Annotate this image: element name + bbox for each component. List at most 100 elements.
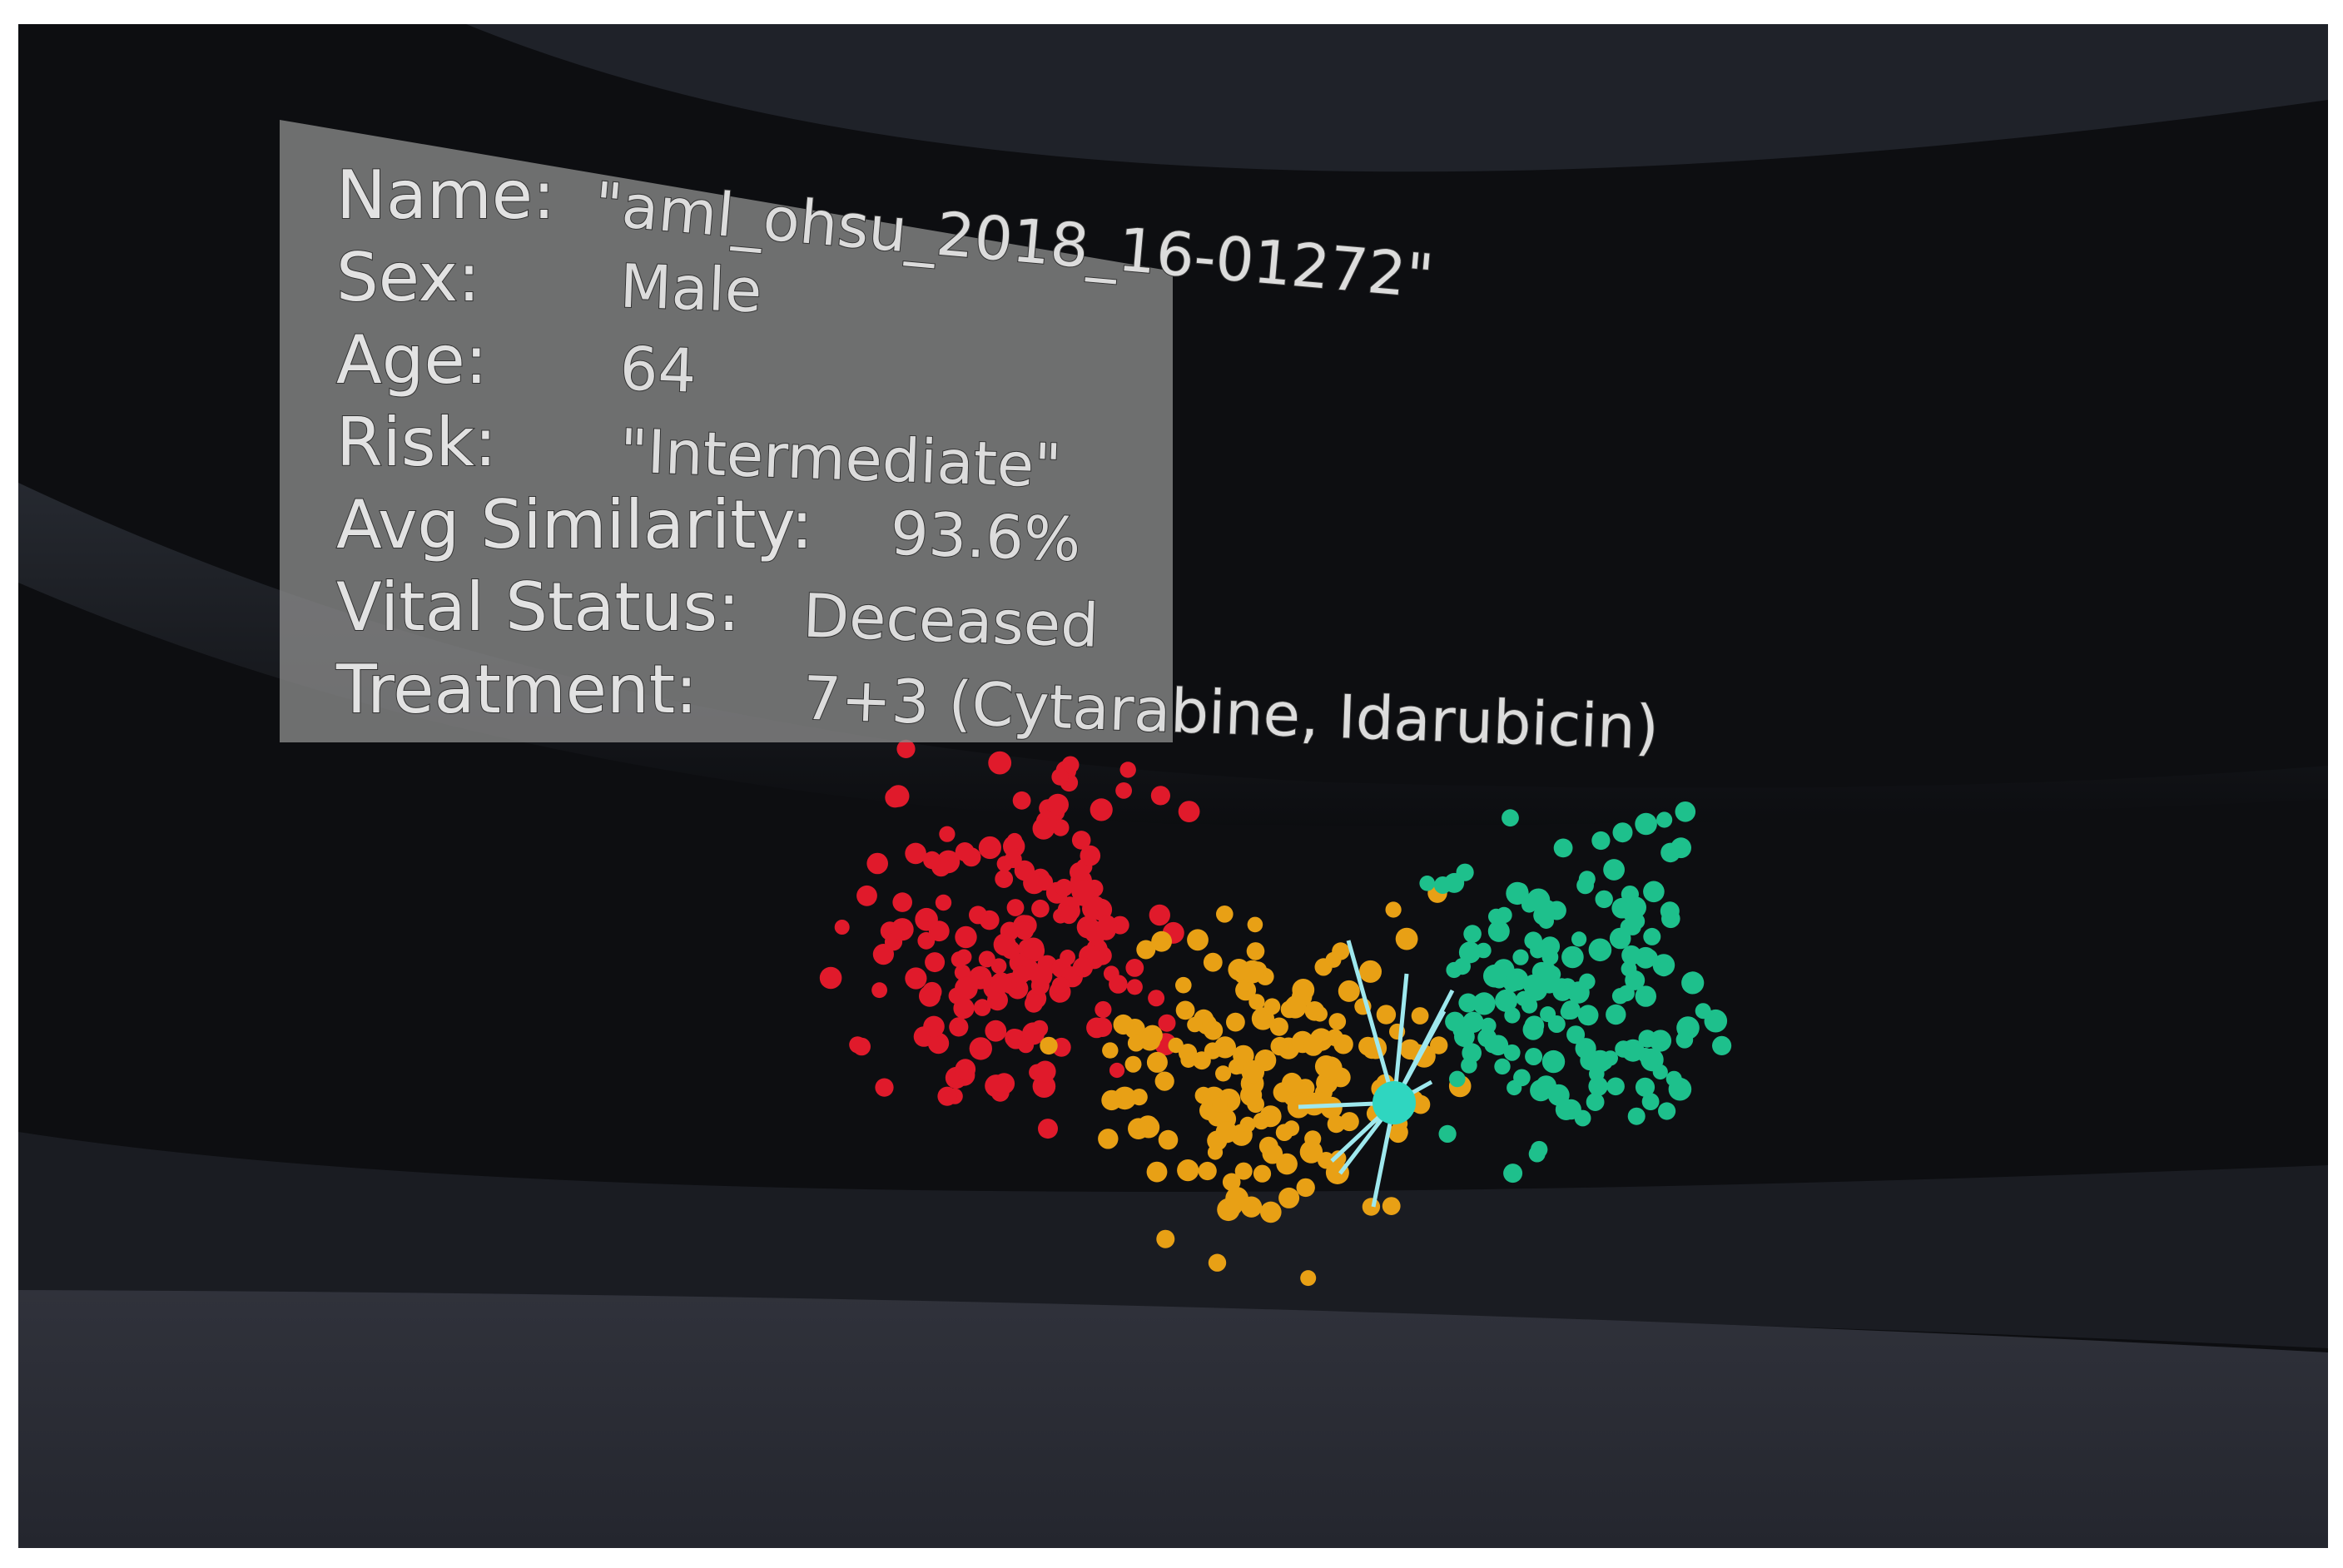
point [1446, 961, 1462, 979]
point [949, 1017, 969, 1037]
point [1270, 1036, 1289, 1056]
point [995, 870, 1014, 888]
point [923, 851, 941, 870]
point [1506, 968, 1529, 991]
point [955, 925, 977, 949]
point [1150, 786, 1170, 806]
point [1395, 927, 1418, 950]
point [1681, 971, 1705, 995]
point [1553, 838, 1573, 858]
point [955, 1059, 976, 1079]
point [1055, 878, 1074, 897]
point [1128, 1118, 1149, 1139]
point [1051, 768, 1069, 786]
point [1299, 1140, 1323, 1164]
point [1454, 1026, 1475, 1047]
point [1240, 1084, 1263, 1106]
point [923, 1015, 945, 1038]
point [1296, 1178, 1315, 1198]
point [1072, 957, 1094, 978]
point [1168, 1037, 1184, 1054]
point [1449, 1070, 1466, 1088]
point [1328, 1013, 1347, 1030]
point [1102, 1042, 1119, 1059]
point [1178, 801, 1200, 822]
point [1576, 876, 1594, 895]
point [1314, 1055, 1338, 1078]
point [917, 931, 936, 950]
point [891, 918, 914, 941]
point [1246, 942, 1265, 960]
point [1263, 998, 1281, 1015]
point [1503, 1044, 1521, 1061]
point [925, 952, 946, 973]
info-panel [280, 120, 1173, 742]
point [1561, 1000, 1581, 1020]
point [1547, 1084, 1570, 1106]
point [978, 950, 995, 968]
point [1487, 920, 1510, 942]
point [1158, 1129, 1179, 1150]
point [1101, 1089, 1122, 1111]
point [1071, 880, 1095, 903]
point [1276, 1153, 1298, 1175]
point [953, 997, 975, 1020]
point [1180, 1052, 1197, 1068]
point [849, 1036, 866, 1054]
point [1611, 988, 1629, 1005]
point [1503, 1164, 1523, 1183]
point [1621, 1039, 1645, 1062]
point [1119, 762, 1136, 778]
point [1588, 1076, 1608, 1096]
point [1552, 978, 1571, 995]
point [1419, 876, 1435, 891]
point [1215, 1065, 1232, 1082]
point [1095, 1000, 1112, 1019]
point [1525, 1048, 1543, 1065]
point [1444, 872, 1465, 893]
point [1382, 1197, 1401, 1215]
point [1325, 951, 1342, 968]
point [1275, 1124, 1293, 1141]
point [993, 933, 1016, 956]
point [1536, 900, 1557, 920]
point [1540, 1006, 1556, 1023]
point [896, 739, 916, 759]
point [1060, 950, 1075, 965]
point [1606, 1004, 1626, 1025]
point [969, 1037, 993, 1060]
point [1656, 811, 1673, 828]
point [1269, 1017, 1288, 1036]
point [905, 967, 927, 990]
point [990, 972, 1012, 994]
point [1149, 907, 1167, 925]
point [1154, 1071, 1174, 1091]
point [1635, 812, 1657, 836]
point [1695, 1003, 1711, 1020]
point [1612, 822, 1633, 843]
point [1655, 961, 1672, 977]
point [1032, 817, 1055, 840]
point [1541, 1049, 1566, 1074]
point [885, 787, 906, 808]
point [1235, 980, 1257, 1001]
point [1148, 990, 1165, 1007]
point [892, 892, 912, 912]
point [1609, 927, 1631, 950]
point [1262, 1143, 1283, 1164]
point [1561, 945, 1584, 969]
point [1175, 1000, 1195, 1020]
point [1146, 1051, 1168, 1073]
similarity-links [1298, 940, 1455, 1208]
point [988, 751, 1012, 775]
point [1234, 1162, 1253, 1180]
point [1022, 1022, 1045, 1045]
point [1362, 1198, 1381, 1216]
point [819, 966, 842, 990]
point [1338, 980, 1360, 1002]
point [1430, 1036, 1448, 1054]
point [1300, 1270, 1317, 1287]
point [1487, 1035, 1509, 1056]
point [1126, 979, 1143, 995]
point [1621, 886, 1639, 904]
